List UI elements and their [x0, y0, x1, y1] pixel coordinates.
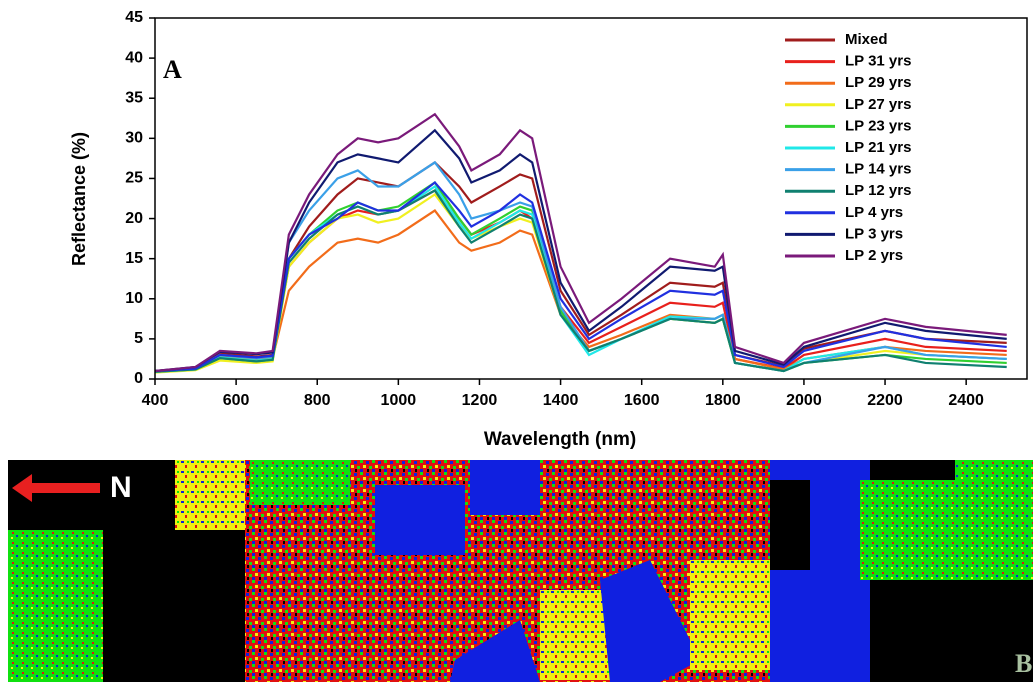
x-tick-label: 1200	[462, 392, 498, 409]
y-tick-label: 15	[125, 250, 143, 267]
x-tick-label: 400	[142, 392, 169, 409]
x-tick-label: 1600	[624, 392, 660, 409]
y-tick-label: 25	[125, 170, 143, 187]
y-tick-label: 10	[125, 290, 143, 307]
classification-map: N B	[8, 460, 1033, 682]
x-tick-label: 2200	[867, 392, 903, 409]
x-tick-label: 600	[223, 392, 250, 409]
legend-label: LP 21 yrs	[845, 139, 911, 156]
x-axis-title: Wavelength (nm)	[484, 429, 636, 450]
y-tick-label: 30	[125, 130, 143, 147]
legend-label: Mixed	[845, 31, 888, 48]
legend-label: LP 27 yrs	[845, 96, 911, 113]
y-tick-label: 40	[125, 49, 143, 66]
y-tick-label: 0	[134, 370, 143, 387]
y-tick-label: 20	[125, 210, 143, 227]
legend-label: LP 4 yrs	[845, 204, 903, 221]
panel-label: A	[163, 55, 182, 84]
y-tick-label: 5	[134, 330, 143, 347]
x-tick-label: 2000	[786, 392, 822, 409]
legend-label: LP 2 yrs	[845, 247, 903, 264]
legend-label: LP 31 yrs	[845, 53, 911, 70]
series-line	[154, 209, 1007, 373]
x-tick-label: 800	[304, 392, 331, 409]
y-axis-title: Reflectance (%)	[69, 132, 89, 266]
spectra-chart: Reflectance (%) Wavelength (nm) A 0 5 10 15…	[69, 9, 1028, 450]
x-tick-label: 1000	[381, 392, 417, 409]
north-label: N	[110, 471, 132, 504]
legend-label: LP 29 yrs	[845, 74, 911, 91]
panel-label: B	[1015, 649, 1032, 678]
plot-frame	[154, 17, 1028, 380]
x-tick-label: 1800	[705, 392, 741, 409]
legend-label: LP 3 yrs	[845, 225, 903, 242]
legend-label: LP 23 yrs	[845, 117, 911, 134]
y-tick-label: 45	[125, 9, 143, 26]
series-line	[154, 180, 1007, 373]
legend-label: LP 14 yrs	[845, 161, 911, 178]
series-line	[154, 112, 1007, 373]
legend-label: LP 12 yrs	[845, 182, 911, 199]
x-tick-label: 2400	[948, 392, 984, 409]
y-tick-label: 35	[125, 89, 143, 106]
x-tick-label: 1400	[543, 392, 579, 409]
